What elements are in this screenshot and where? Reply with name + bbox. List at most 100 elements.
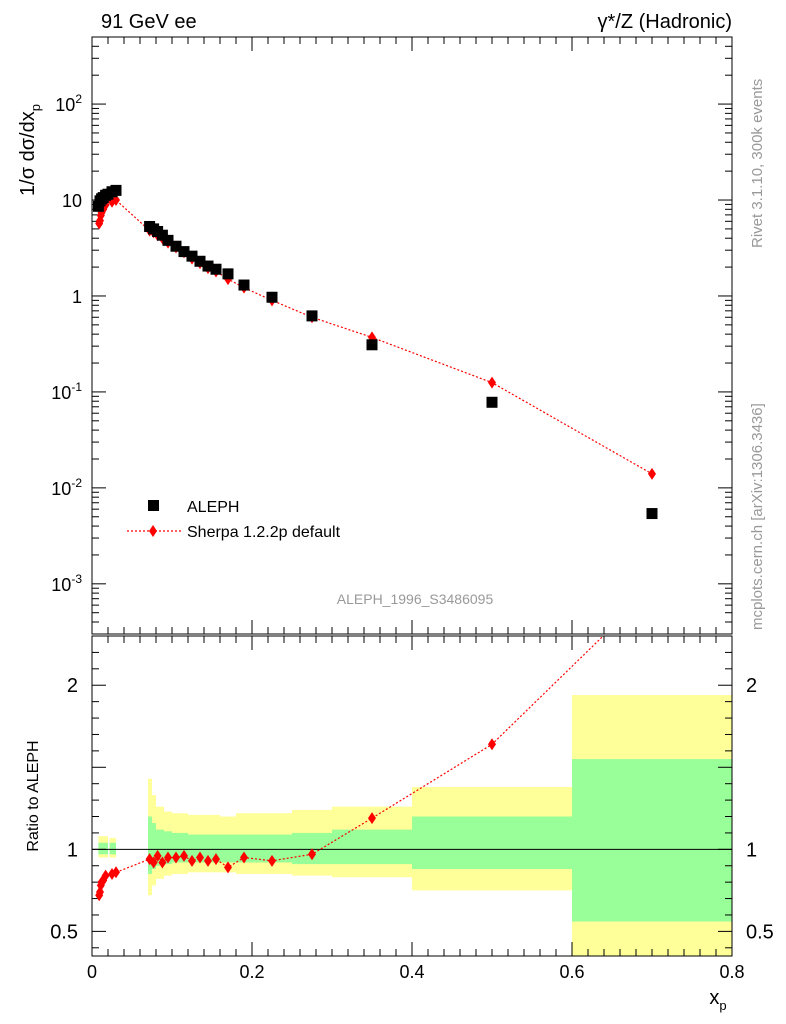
ratio-xtick-label: 0.2 (239, 962, 264, 982)
band-inner-5 (164, 831, 172, 865)
main-ylabel-group: 1/σ dσ/dxp (17, 104, 43, 196)
title-right: γ*/Z (Hadronic) (598, 11, 732, 33)
ratio-ytick-label-right: 1 (746, 839, 757, 861)
ratio-sherpa-point-19 (224, 861, 232, 874)
legend-sherpa-label: Sherpa 1.2.2p default (187, 524, 341, 541)
band-inner-11 (332, 829, 412, 865)
band-inner-1 (109, 842, 116, 855)
main-ytick-label: 1 (72, 287, 82, 307)
aleph-point-14 (178, 246, 190, 258)
ratio-sherpa-point-10 (153, 849, 162, 862)
ratio-sherpa-point-18 (212, 853, 220, 866)
main-frame (91, 36, 733, 635)
aleph-point-23 (366, 339, 378, 351)
rivet-label: Rivet 3.1.10, 300k events (749, 79, 766, 248)
main-ylabel-text: 1/σ dσ/dx (17, 111, 39, 196)
aleph-point-15 (186, 250, 198, 262)
aleph-point-13 (170, 240, 182, 252)
band-inner-2 (148, 816, 152, 874)
ratio-sherpa-point-20 (240, 851, 248, 864)
ratio-sherpa-series (95, 582, 656, 902)
aleph-point-19 (222, 268, 234, 280)
main-ytick-label: 10 (62, 191, 82, 211)
mcplots-label-group: mcplots.cern.ch [arXiv:1306.3436] (749, 403, 766, 630)
ratio-ytick-label-left: 1 (67, 839, 78, 861)
ratio-xtick-label: 0.8 (719, 962, 744, 982)
analysis-label: ALEPH_1996_S3486095 (337, 591, 494, 607)
legend-aleph-label: ALEPH (187, 499, 239, 516)
rivet-label-group: Rivet 3.1.10, 300k events (749, 79, 766, 248)
ratio-ytick-label-left: 0.5 (50, 921, 78, 943)
ratio-sherpa-point-25 (648, 582, 656, 594)
ratio-xtick-label: 0.4 (399, 962, 424, 982)
aleph-point-16 (194, 255, 206, 267)
title-left: 91 GeV ee (101, 11, 197, 33)
main-ytick-label: 10-3 (51, 572, 82, 595)
xlabel-text: x (709, 987, 719, 1009)
legend-aleph-marker (148, 500, 159, 511)
band-inner-13 (572, 759, 732, 922)
main-ytick-label: 102 (55, 92, 82, 115)
main-ytick-label-base: 10 (51, 383, 71, 403)
main-ytick-label-base: 10 (55, 95, 75, 115)
ratio-sherpa-point-11 (158, 856, 167, 869)
ratio-sherpa-point-9 (149, 856, 158, 869)
aleph-point-12 (162, 234, 174, 246)
sherpa-point-24 (488, 376, 496, 389)
band-inner-8 (220, 834, 236, 863)
aleph-point-18 (210, 263, 222, 275)
xlabel-subscript: p (719, 998, 726, 1013)
aleph-point-17 (202, 260, 214, 272)
ratio-sherpa-point-21 (268, 854, 276, 867)
mcplots-label: mcplots.cern.ch [arXiv:1306.3436] (749, 403, 766, 630)
ratio-ytick-label-left: 2 (67, 675, 78, 697)
main-ytick-label-exp: 2 (75, 92, 82, 106)
ratio-sherpa-point-5 (101, 869, 110, 882)
ratio-sherpa-point-23 (368, 812, 376, 825)
ratio-sherpa-point-12 (164, 851, 172, 864)
ratio-sherpa-point-14 (180, 849, 188, 862)
main-ytick-label-exp: -3 (71, 572, 82, 586)
band-inner-3 (152, 823, 156, 870)
aleph-point-11 (156, 229, 168, 241)
legend: ALEPH Sherpa 1.2.2p default (127, 499, 341, 541)
main-ytick-label-exp: -1 (71, 380, 82, 394)
aleph-point-22 (306, 310, 318, 322)
main-ytick-label-exp: -2 (71, 476, 82, 490)
ratio-axes: 0 0.2 0.4 0.6 0.80.5 0.51 12 2 (50, 636, 774, 982)
sherpa-point-25 (648, 467, 656, 480)
main-ytick-label-base: 10 (51, 575, 71, 595)
ratio-xtick-label: 0 (87, 962, 97, 982)
xlabel: xp (709, 987, 726, 1013)
legend-sherpa-marker (149, 525, 157, 537)
main-ylabel: 1/σ dσ/dxp (17, 104, 43, 196)
aleph-point-7 (110, 184, 122, 196)
ratio-sherpa-point-24 (488, 738, 496, 751)
main-ytick-label: 10-2 (51, 476, 82, 499)
aleph-point-24 (486, 396, 498, 408)
ratio-sherpa-point-17 (204, 854, 212, 867)
ratio-xtick-label: 0.6 (559, 962, 584, 982)
main-ylabel-subscript: p (28, 104, 43, 111)
band-inner-4 (156, 829, 164, 866)
ratio-ylabel-group: Ratio to ALEPH (25, 740, 42, 851)
main-aleph-series (92, 184, 658, 520)
band-inner-0 (98, 842, 108, 855)
ratio-sherpa-point-22 (308, 848, 316, 861)
band-inner-12 (412, 816, 572, 870)
aleph-point-21 (266, 291, 278, 303)
main-ytick-label-base: 10 (51, 479, 71, 499)
main-sherpa-series (95, 194, 656, 480)
ratio-ytick-label-right: 2 (746, 675, 757, 697)
ratio-ytick-label-right: 0.5 (746, 921, 774, 943)
main-ytick-label: 10-1 (51, 380, 82, 403)
ratio-ylabel: Ratio to ALEPH (25, 740, 42, 851)
aleph-point-20 (238, 279, 250, 291)
aleph-point-25 (646, 508, 658, 520)
ratio-sherpa-point-13 (172, 851, 180, 864)
ratio-sherpa-point-16 (196, 851, 204, 864)
ratio-sherpa-point-7 (112, 866, 120, 879)
